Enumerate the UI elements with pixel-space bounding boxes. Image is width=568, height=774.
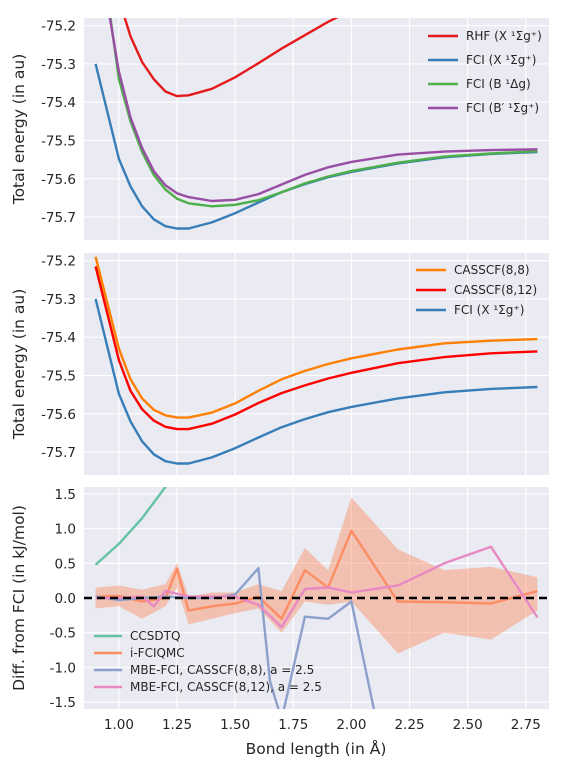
y-tick-label: -75.3 xyxy=(41,292,76,308)
legend-label: MBE-FCI, CASSCF(8,12), a = 2.5 xyxy=(130,680,322,694)
y-tick-label: 1.0 xyxy=(55,522,76,538)
y-tick-label: -75.2 xyxy=(41,19,76,35)
y-tick-label: -0.5 xyxy=(50,626,76,642)
panel-bottom-series xyxy=(94,487,539,709)
series-line-middle-0 xyxy=(94,256,538,419)
x-tick-label: 1.75 xyxy=(278,717,308,733)
legend-label: FCI (B′ ¹Σg⁺) xyxy=(466,101,539,115)
y-tick-label: -75.4 xyxy=(41,95,76,111)
legend-label: FCI (B ¹Δg) xyxy=(466,77,531,91)
series-line-middle-2 xyxy=(94,298,538,465)
panel-middle: -75.2 -75.3 -75.4 -75.5 -75.6 -75.7 Total ene… xyxy=(10,253,549,475)
x-tick-label: 1.00 xyxy=(104,717,134,733)
y-tick-label: -75.7 xyxy=(41,445,76,461)
x-tick-label: 2.00 xyxy=(336,717,366,733)
panel-bottom-ylabel: Diff. from FCI (in kJ/mol) xyxy=(10,505,28,691)
legend-label: i-FCIQMC xyxy=(130,646,185,660)
x-tick-label: 2.50 xyxy=(453,717,483,733)
y-tick-label: -75.2 xyxy=(41,254,76,270)
y-tick-label: -75.5 xyxy=(41,368,76,384)
panel-middle-ylabel: Total energy (in au) xyxy=(10,289,28,441)
series-line-top-2 xyxy=(109,18,538,208)
y-tick-label: -75.4 xyxy=(41,330,76,346)
series-line-bottom-1 xyxy=(95,529,538,620)
panel-top-ylabel: Total energy (in au) xyxy=(10,54,28,206)
error-band-1 xyxy=(95,497,538,654)
panel-bottom-xticks: 1.00 1.25 1.50 1.75 2.00 2.25 2.50 2.75 xyxy=(104,717,541,733)
panel-top-background xyxy=(84,18,549,240)
x-tick-label: 2.25 xyxy=(394,717,424,733)
x-tick-label: 1.25 xyxy=(162,717,192,733)
series-line-top-3 xyxy=(108,18,538,203)
y-tick-label: -75.6 xyxy=(41,172,76,188)
series-line-bottom-2 xyxy=(95,567,376,709)
series-line-bottom-0 xyxy=(94,487,167,566)
y-tick-label: -1.0 xyxy=(50,660,76,676)
series-line-middle-1 xyxy=(94,266,538,431)
series-line-bottom-3 xyxy=(95,545,539,629)
y-tick-label: -1.5 xyxy=(50,695,76,711)
y-tick-label: 0.5 xyxy=(55,556,76,572)
panel-top-legend: RHF (X ¹Σg⁺) FCI (X ¹Σg⁺) FCI (B ¹Δg) FCI (… xyxy=(428,29,542,115)
y-tick-label: -75.7 xyxy=(41,210,76,226)
y-tick-label: -75.3 xyxy=(41,57,76,73)
y-tick-label: -75.5 xyxy=(41,133,76,149)
panel-bottom: 1.5 1.0 0.5 0.0 -0.5 -1.0 -1.5 1.00 1.25 1.50 1.7… xyxy=(10,487,549,758)
panel-top-yticks: -75.2 -75.3 -75.4 -75.5 -75.6 -75.7 xyxy=(41,19,76,226)
y-tick-label: 1.5 xyxy=(55,487,76,503)
legend-label: CCSDTQ xyxy=(130,629,180,643)
panel-bottom-legend: CCSDTQ i-FCIQMC MBE-FCI, CASSCF(8,8), a = … xyxy=(94,629,322,694)
x-tick-label: 2.75 xyxy=(511,717,541,733)
legend-label: CASSCF(8,8) xyxy=(454,263,530,277)
legend-label: MBE-FCI, CASSCF(8,8), a = 2.5 xyxy=(130,663,314,677)
panel-top-series xyxy=(94,18,538,230)
series-line-top-0 xyxy=(123,18,339,98)
panel-bottom-yticks: 1.5 1.0 0.5 0.0 -0.5 -1.0 -1.5 xyxy=(50,487,76,711)
panel-middle-series xyxy=(94,256,538,465)
x-axis-label: Bond length (in Å) xyxy=(246,739,387,758)
panel-middle-yticks: -75.2 -75.3 -75.4 -75.5 -75.6 -75.7 xyxy=(41,254,76,461)
panel-bottom-error-band xyxy=(95,497,538,654)
panel-middle-legend: CASSCF(8,8) CASSCF(8,12) FCI (X ¹Σg⁺) xyxy=(416,263,537,317)
y-tick-label: -75.6 xyxy=(41,407,76,423)
y-tick-label: 0.0 xyxy=(55,591,76,607)
legend-label: FCI (X ¹Σg⁺) xyxy=(454,303,524,317)
legend-label: CASSCF(8,12) xyxy=(454,283,537,297)
legend-label: RHF (X ¹Σg⁺) xyxy=(466,29,542,43)
x-tick-label: 1.50 xyxy=(220,717,250,733)
panel-middle-grid xyxy=(84,253,549,475)
legend-label: FCI (X ¹Σg⁺) xyxy=(466,53,536,67)
panel-middle-background xyxy=(84,253,549,475)
panel-top: -75.2 -75.3 -75.4 -75.5 -75.6 -75.7 Total ene… xyxy=(10,18,549,240)
